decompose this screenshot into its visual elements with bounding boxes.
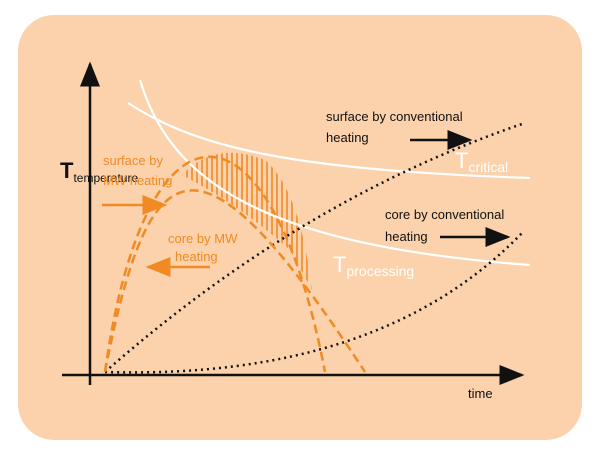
label-sub: temperature	[73, 171, 138, 185]
label: heating	[326, 130, 369, 145]
label: heating	[385, 229, 428, 244]
surface-mw-curve	[103, 155, 327, 373]
label: heating	[175, 249, 218, 264]
x-axis-label: time	[468, 386, 493, 401]
label: core by MW	[168, 231, 238, 246]
t-critical-curve	[127, 102, 531, 180]
y-axis-label: Ttemperature	[60, 158, 138, 185]
core-mw-curve	[103, 189, 367, 373]
label-main: T	[333, 252, 346, 277]
label-main: T	[60, 158, 74, 183]
core-conventional-curve	[104, 232, 523, 374]
label: surface by	[103, 153, 163, 168]
label-main: T	[455, 148, 468, 173]
label: MW heating	[103, 173, 172, 188]
label-sub: critical	[468, 159, 508, 175]
t-processing-curve	[138, 79, 531, 267]
label: core by conventional	[385, 207, 504, 222]
hatched-region	[182, 152, 312, 290]
t-critical-label: Tcritical	[455, 148, 508, 175]
label-sub: processing	[346, 263, 414, 279]
t-processing-label: Tprocessing	[333, 252, 414, 279]
label: surface by conventional	[326, 109, 463, 124]
